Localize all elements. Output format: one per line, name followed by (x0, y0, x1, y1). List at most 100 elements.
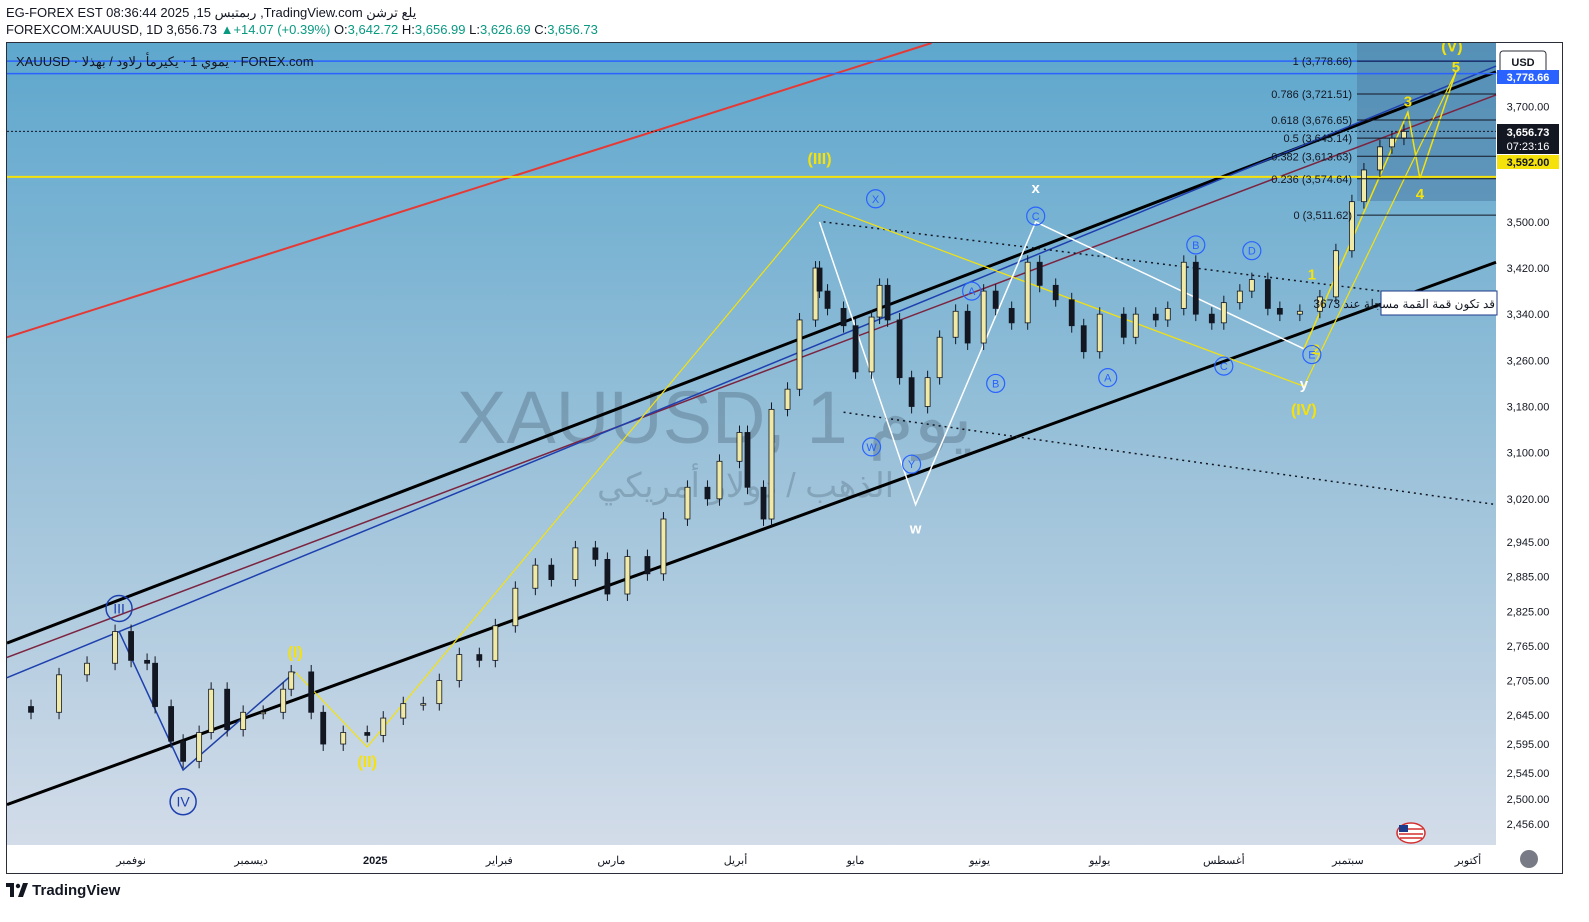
candle (1349, 194, 1355, 258)
wave-label: 4 (1416, 186, 1425, 203)
ohlc-l-value: 3,626.69 (479, 22, 531, 37)
candle-body (992, 290, 999, 309)
candle-body (1192, 261, 1199, 315)
candle (964, 304, 971, 350)
candle-body (84, 662, 90, 676)
price-tick-label: 2,645.00 (1507, 710, 1550, 722)
candle-body (840, 308, 847, 327)
candle-body (112, 631, 118, 664)
wave-label: 1 (1308, 267, 1316, 284)
candle-body (28, 706, 34, 713)
price-scale-area[interactable] (1496, 43, 1562, 873)
candle (1164, 301, 1171, 327)
candle (736, 425, 743, 469)
wave-label: (II) (357, 754, 377, 771)
candle-body (1208, 313, 1215, 324)
tag-top-price-text: 3,778.66 (1507, 72, 1550, 84)
tag-yellow-line (1497, 155, 1559, 169)
yellow-impulse-path (1303, 71, 1457, 350)
price-tick-label: 2,500.00 (1507, 794, 1550, 806)
candle (592, 540, 599, 567)
candle (572, 540, 579, 587)
candle-body (1024, 261, 1031, 324)
candle (280, 682, 287, 720)
candle (824, 284, 831, 316)
candle-body (644, 556, 651, 575)
candle-body (980, 290, 987, 344)
tag-last-price (1497, 124, 1559, 154)
annotation-box[interactable] (1380, 290, 1498, 316)
timezone-settings-icon[interactable] (1520, 850, 1538, 868)
candle-body (1316, 296, 1323, 312)
candle (224, 682, 231, 737)
fib-level-label: 0 (3,511.62) (1293, 210, 1352, 222)
wave-label-circle (1026, 206, 1046, 226)
candle-body (896, 319, 903, 379)
candle-body (736, 432, 743, 462)
candle (128, 624, 134, 668)
candle (924, 370, 931, 414)
price-chart[interactable]: XAUUSD, 1 يوم الذهب / دولار أمريكي IIIIV… (7, 43, 1562, 873)
currency-button-label: USD (1511, 57, 1534, 69)
candle (56, 667, 62, 720)
candle (716, 454, 723, 506)
candle-body (924, 377, 931, 407)
flag-icon[interactable] (1396, 822, 1426, 844)
candle (420, 696, 427, 711)
candle-body (936, 336, 943, 379)
fib-level-label: 1 (3,778.66) (1293, 56, 1352, 68)
candle-body (868, 316, 875, 373)
candle-body (1152, 313, 1159, 321)
wave-label-circle (962, 281, 982, 301)
wave-label: Y (908, 459, 916, 471)
candle (1332, 243, 1339, 304)
candle-body (1120, 313, 1127, 338)
candle-body (1389, 137, 1395, 148)
ohlc-l-key: L: (469, 22, 480, 37)
wave-label-circle (1214, 356, 1234, 376)
wave-label: y (1300, 376, 1309, 393)
tradingview-logo[interactable]: TradingView (6, 882, 120, 899)
candle (548, 558, 555, 587)
candle-body (240, 711, 247, 731)
candle-series[interactable] (28, 124, 1407, 769)
candle-body (812, 267, 819, 321)
candle-body (180, 740, 187, 762)
candle-body (796, 319, 803, 390)
chart-frame[interactable]: XAUUSD, 1 يوم الذهب / دولار أمريكي III IV… (6, 42, 1563, 874)
price-tick-label: 3,100.00 (1507, 448, 1550, 460)
wave-label-circle (1242, 241, 1262, 261)
candle-body (592, 547, 599, 560)
wave-labels: III IV (I) (II) (III) (IV) (V) 3 4 5 1 2 X W Yw x y A B C A B… (105, 43, 1463, 816)
candle-body (128, 631, 134, 661)
price-tick-label: 2,945.00 (1507, 537, 1550, 549)
price-tick-label: 2,825.00 (1507, 606, 1550, 618)
wave-label: E (1308, 350, 1315, 362)
dotted-support-line (843, 411, 1497, 506)
candle-body (1276, 308, 1283, 315)
time-scale-area[interactable] (7, 845, 1496, 873)
candle-body (572, 547, 579, 580)
candle (816, 261, 823, 299)
symbol-label: FOREXCOM:XAUUSD, 1D 3,656.73 (6, 22, 217, 37)
wave-label: (V) (1441, 43, 1462, 56)
candle (476, 647, 483, 668)
candle (456, 647, 463, 688)
candle (936, 330, 943, 385)
time-tick-label: نوفمبر (115, 855, 146, 867)
candle-body (684, 486, 691, 520)
candle (152, 656, 158, 714)
candle-body (308, 671, 315, 713)
tag-top-price (1497, 70, 1559, 84)
candle-body (168, 706, 175, 742)
candle-body (1349, 201, 1355, 252)
candle-body (1401, 131, 1407, 139)
candle-body (1264, 279, 1271, 309)
candle (28, 699, 34, 720)
candle-body (56, 674, 62, 713)
price-axis[interactable]: 3,700.00 3,500.00 3,420.00 3,340.00 3,260.00… (1507, 101, 1550, 831)
time-axis[interactable]: نوفمبر ديسمبر 2025 فبراير مارس أبريل مايو يونيو… (115, 853, 1481, 867)
candle-body (716, 460, 723, 500)
red-trendline (7, 43, 932, 339)
price-tick-label: 2,885.00 (1507, 572, 1550, 584)
